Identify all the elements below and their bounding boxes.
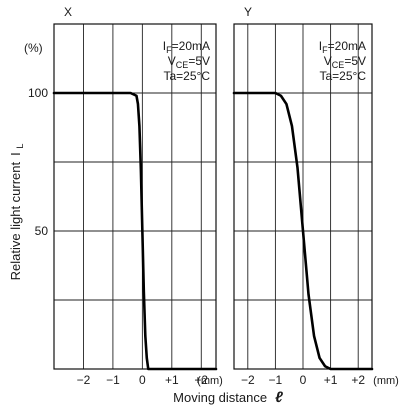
y-axis-label: Relative light current [8,161,23,280]
x-tick-label: +2 [194,373,208,387]
condition-text: Ta=25°C [320,69,367,83]
x-axis-title: Moving distance ℓ [173,389,283,406]
x-unit-label: (mm) [197,375,223,387]
x-tick-label: 0 [300,373,307,387]
x-tick-label: +1 [324,373,338,387]
condition-text: IF=20mA [163,39,210,55]
y-axis-title: Relative light current I L [8,144,25,281]
y-axis-symbol-subscript: L [15,144,25,149]
plot-frame [53,23,217,370]
y-axis-symbol: I [8,152,23,156]
svg-text:Relative light currentI L: Relative light current I L [8,144,25,281]
y-tick-label: 100 [28,86,48,100]
x-unit-label: (mm) [373,375,399,387]
condition-text: Ta=25°C [164,69,211,83]
x-tick-label: −2 [241,373,255,387]
condition-text: VCE=5V [324,54,366,70]
x-tick-label: +1 [165,373,179,387]
x-tick-label: −1 [269,373,283,387]
y-tick-label: 50 [35,224,49,238]
y-unit-label: (%) [24,41,43,55]
x-tick-label: −1 [106,373,120,387]
x-axis-label: Moving distance [173,390,267,405]
plot-frame [233,23,373,370]
x-tick-label: +2 [351,373,365,387]
condition-text: VCE=5V [168,54,210,70]
series-line [232,91,374,371]
condition-text: IF=20mA [319,39,366,55]
x-tick-label: 0 [139,373,146,387]
panel-label-y: Y [244,5,252,19]
series-line [52,91,218,371]
x-axis-symbol: ℓ [275,389,283,406]
x-tick-label: −2 [77,373,91,387]
panel-label-x: X [64,5,72,19]
